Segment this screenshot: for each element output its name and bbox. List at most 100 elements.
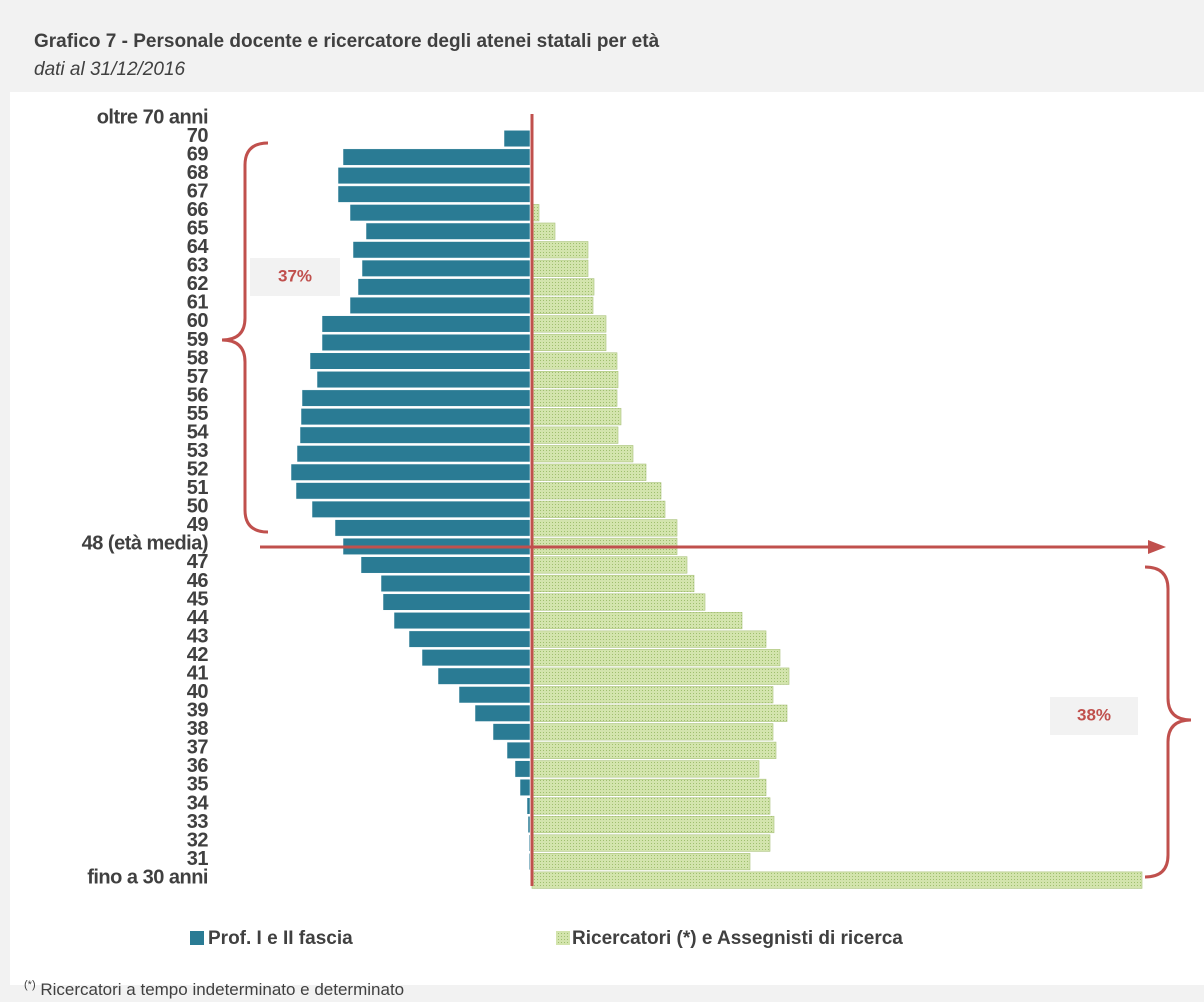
y-tick-label: 66 [187,199,209,221]
bar [531,612,743,630]
bar [531,574,695,593]
legend-swatch [556,931,570,945]
bar [531,445,634,463]
bar [531,853,751,871]
bar [421,649,531,667]
y-tick-label: 34 [187,792,210,814]
chart-title: Grafico 7 - Personale docente e ricercat… [34,31,660,52]
y-tick-label: 64 [187,236,210,258]
y-tick-label: 60 [187,310,209,332]
bar [408,630,531,648]
y-tick-label: 53 [187,440,209,462]
y-tick-label: 32 [187,829,209,851]
y-tick-label: 31 [187,848,209,870]
bar [342,148,531,166]
y-tick-label: 37 [187,737,209,759]
legend-swatch [190,931,204,945]
y-tick-label: fino a 30 anni [87,866,208,888]
arrow-head [1148,540,1166,554]
bar [321,315,531,333]
bar [519,778,531,796]
bar [531,315,607,333]
bar [334,519,531,537]
annotation-box [250,258,340,296]
bar [531,482,662,500]
y-tick-label: 41 [187,662,209,684]
bar [337,185,531,203]
bar [531,649,781,667]
bar [531,686,774,704]
bar [531,556,688,574]
bar [380,575,531,592]
bar [531,426,619,444]
bar [527,816,531,834]
annotation-box [1050,697,1138,735]
bar [514,760,531,778]
bar [531,463,647,481]
bar [309,352,531,370]
y-tick-label: 67 [187,180,209,202]
y-tick-label: 58 [187,347,209,369]
bar [531,760,760,778]
y-tick-label: 62 [187,273,209,295]
annotation: 37% [278,266,312,285]
y-tick-label: 61 [187,292,209,314]
bar [492,723,531,741]
bar [474,704,531,722]
bar [531,352,618,370]
bar [531,296,594,314]
bar [437,667,531,685]
bar [531,222,556,240]
chart-subtitle: dati al 31/12/2016 [34,59,186,80]
y-tick-label: 54 [187,421,210,443]
annotation: 38% [1077,705,1111,724]
y-tick-label: 70 [187,125,209,147]
y-tick-label: 49 [187,514,209,536]
legend-label: Ricercatori (*) e Assegnisti di ricerca [572,928,903,949]
bar [531,778,767,796]
y-tick-label: 50 [187,496,209,518]
brace [1144,565,1192,879]
bar [531,871,1143,889]
y-tick-label: 38 [187,718,209,740]
footnote-mark: (*) [24,979,36,991]
bar [528,853,531,871]
y-tick-label: 43 [187,625,209,647]
bar [357,278,531,296]
y-tick-label: 65 [187,218,209,240]
bar [337,167,531,185]
bar [531,519,678,537]
y-tick-label: oltre 70 anni [97,106,208,128]
y-tick-label: 35 [187,774,209,796]
bar [528,834,531,852]
bar [382,593,531,611]
bar [531,389,618,407]
bar [531,723,774,741]
bar [526,797,531,815]
bar [531,704,788,722]
brace [221,141,269,534]
bar [531,259,589,277]
y-tick-label: 46 [187,570,209,592]
bar [300,408,531,426]
y-tick-label: 48 (età media) [82,533,208,555]
y-tick-label: 51 [187,477,209,499]
bar [321,333,531,351]
bar [301,389,531,407]
bar [316,371,531,389]
bar [531,797,771,815]
bar [531,241,589,259]
bar [531,333,607,352]
y-tick-label: 40 [187,681,209,703]
bar [352,241,531,259]
bar [393,612,531,630]
bar [531,593,706,611]
bar [531,667,790,685]
y-tick-label: 63 [187,255,209,277]
bar [531,815,775,834]
y-tick-label: 52 [187,459,209,481]
bar [361,259,531,277]
bar [290,463,531,481]
